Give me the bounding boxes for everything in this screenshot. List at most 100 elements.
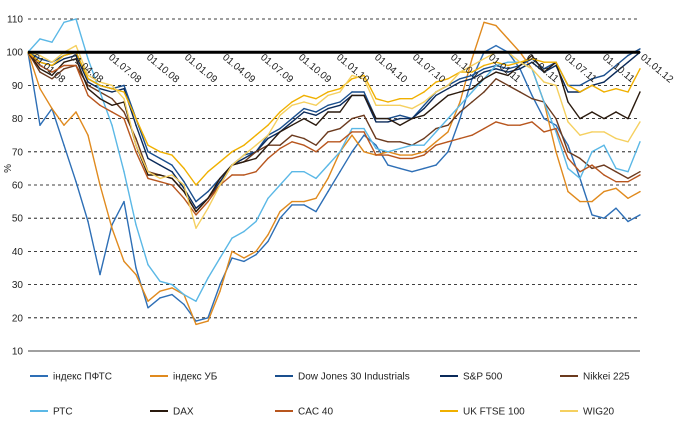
data-point	[483, 64, 485, 67]
data-point	[507, 61, 509, 63]
data-point	[399, 124, 401, 126]
data-point	[147, 157, 149, 160]
data-point	[387, 104, 389, 107]
data-point	[303, 111, 305, 113]
data-point	[327, 141, 329, 143]
data-point	[255, 144, 257, 146]
data-point	[231, 151, 233, 153]
data-point	[519, 61, 521, 63]
data-point	[303, 144, 305, 146]
data-point	[435, 164, 437, 166]
data-point	[183, 190, 185, 193]
data-point	[543, 131, 545, 133]
data-point	[207, 171, 209, 173]
legend-item-label: РТС	[53, 407, 73, 418]
data-point	[111, 124, 113, 126]
data-point	[447, 88, 449, 90]
data-point	[147, 177, 149, 180]
data-point	[171, 177, 173, 180]
legend-item-label: UK FTSE 100	[463, 407, 525, 418]
data-point	[447, 78, 449, 80]
data-point	[195, 210, 197, 213]
data-point	[579, 117, 581, 120]
data-point	[543, 61, 545, 63]
data-point	[351, 94, 353, 97]
data-point	[39, 38, 41, 40]
data-point	[339, 111, 341, 113]
data-point	[579, 177, 581, 180]
data-point	[555, 151, 557, 153]
data-point	[87, 88, 89, 90]
data-point	[495, 121, 497, 123]
data-point	[339, 127, 341, 130]
data-point	[123, 117, 125, 120]
data-point	[315, 210, 317, 213]
y-tick-label: 90	[12, 81, 24, 92]
data-point	[123, 88, 125, 90]
data-point	[627, 91, 629, 93]
y-axis-label: %	[3, 164, 14, 173]
data-point	[267, 240, 269, 243]
data-point	[243, 260, 245, 263]
data-point	[135, 137, 137, 140]
data-point	[327, 94, 329, 97]
legend: індекс ПФТС індекс УБ Dow Jones 30 Industr…	[30, 372, 630, 418]
data-point	[87, 94, 89, 97]
x-date-label: 01.07.08	[106, 52, 143, 86]
data-point	[351, 78, 353, 80]
data-point	[567, 144, 569, 146]
data-point	[639, 141, 641, 143]
data-point	[231, 174, 233, 176]
data-point	[39, 71, 41, 73]
data-point	[483, 68, 485, 70]
data-point	[255, 220, 257, 223]
data-point	[207, 277, 209, 279]
data-point	[99, 273, 101, 276]
data-point	[135, 273, 137, 276]
data-point	[63, 21, 65, 23]
data-point	[327, 91, 329, 93]
data-point	[39, 58, 41, 60]
data-point	[399, 157, 401, 160]
data-point	[639, 190, 641, 193]
data-point	[243, 144, 245, 146]
data-point	[423, 137, 425, 140]
x-date-label: 01.04.09	[220, 52, 257, 86]
data-point	[375, 121, 377, 123]
data-point	[555, 61, 557, 63]
x-date-label: 01.10.09	[296, 52, 333, 86]
data-point	[87, 78, 89, 80]
data-point	[291, 141, 293, 143]
data-point	[171, 171, 173, 173]
data-point	[327, 111, 329, 113]
data-point	[579, 171, 581, 173]
data-point	[267, 234, 269, 236]
data-point	[255, 134, 257, 136]
data-point	[279, 144, 281, 146]
data-point	[39, 88, 41, 90]
data-point	[255, 151, 257, 153]
data-point	[375, 104, 377, 107]
data-point	[135, 267, 137, 269]
y-tick-label: 20	[12, 313, 24, 324]
y-tick-label: 60	[12, 181, 24, 192]
data-point	[411, 157, 413, 160]
data-point	[207, 317, 209, 319]
data-point	[423, 101, 425, 103]
data-point	[435, 91, 437, 93]
data-point	[339, 88, 341, 90]
data-point	[567, 157, 569, 160]
series-line	[27, 44, 641, 322]
data-point	[531, 68, 533, 70]
data-point	[75, 181, 77, 183]
data-point	[627, 54, 629, 57]
data-point	[219, 177, 221, 180]
series-line	[27, 44, 641, 229]
data-point	[543, 101, 545, 103]
data-point	[579, 200, 581, 203]
data-point	[555, 84, 557, 87]
x-date-label: 01.07.10	[410, 52, 447, 86]
data-point	[291, 171, 293, 173]
data-point	[219, 184, 221, 186]
